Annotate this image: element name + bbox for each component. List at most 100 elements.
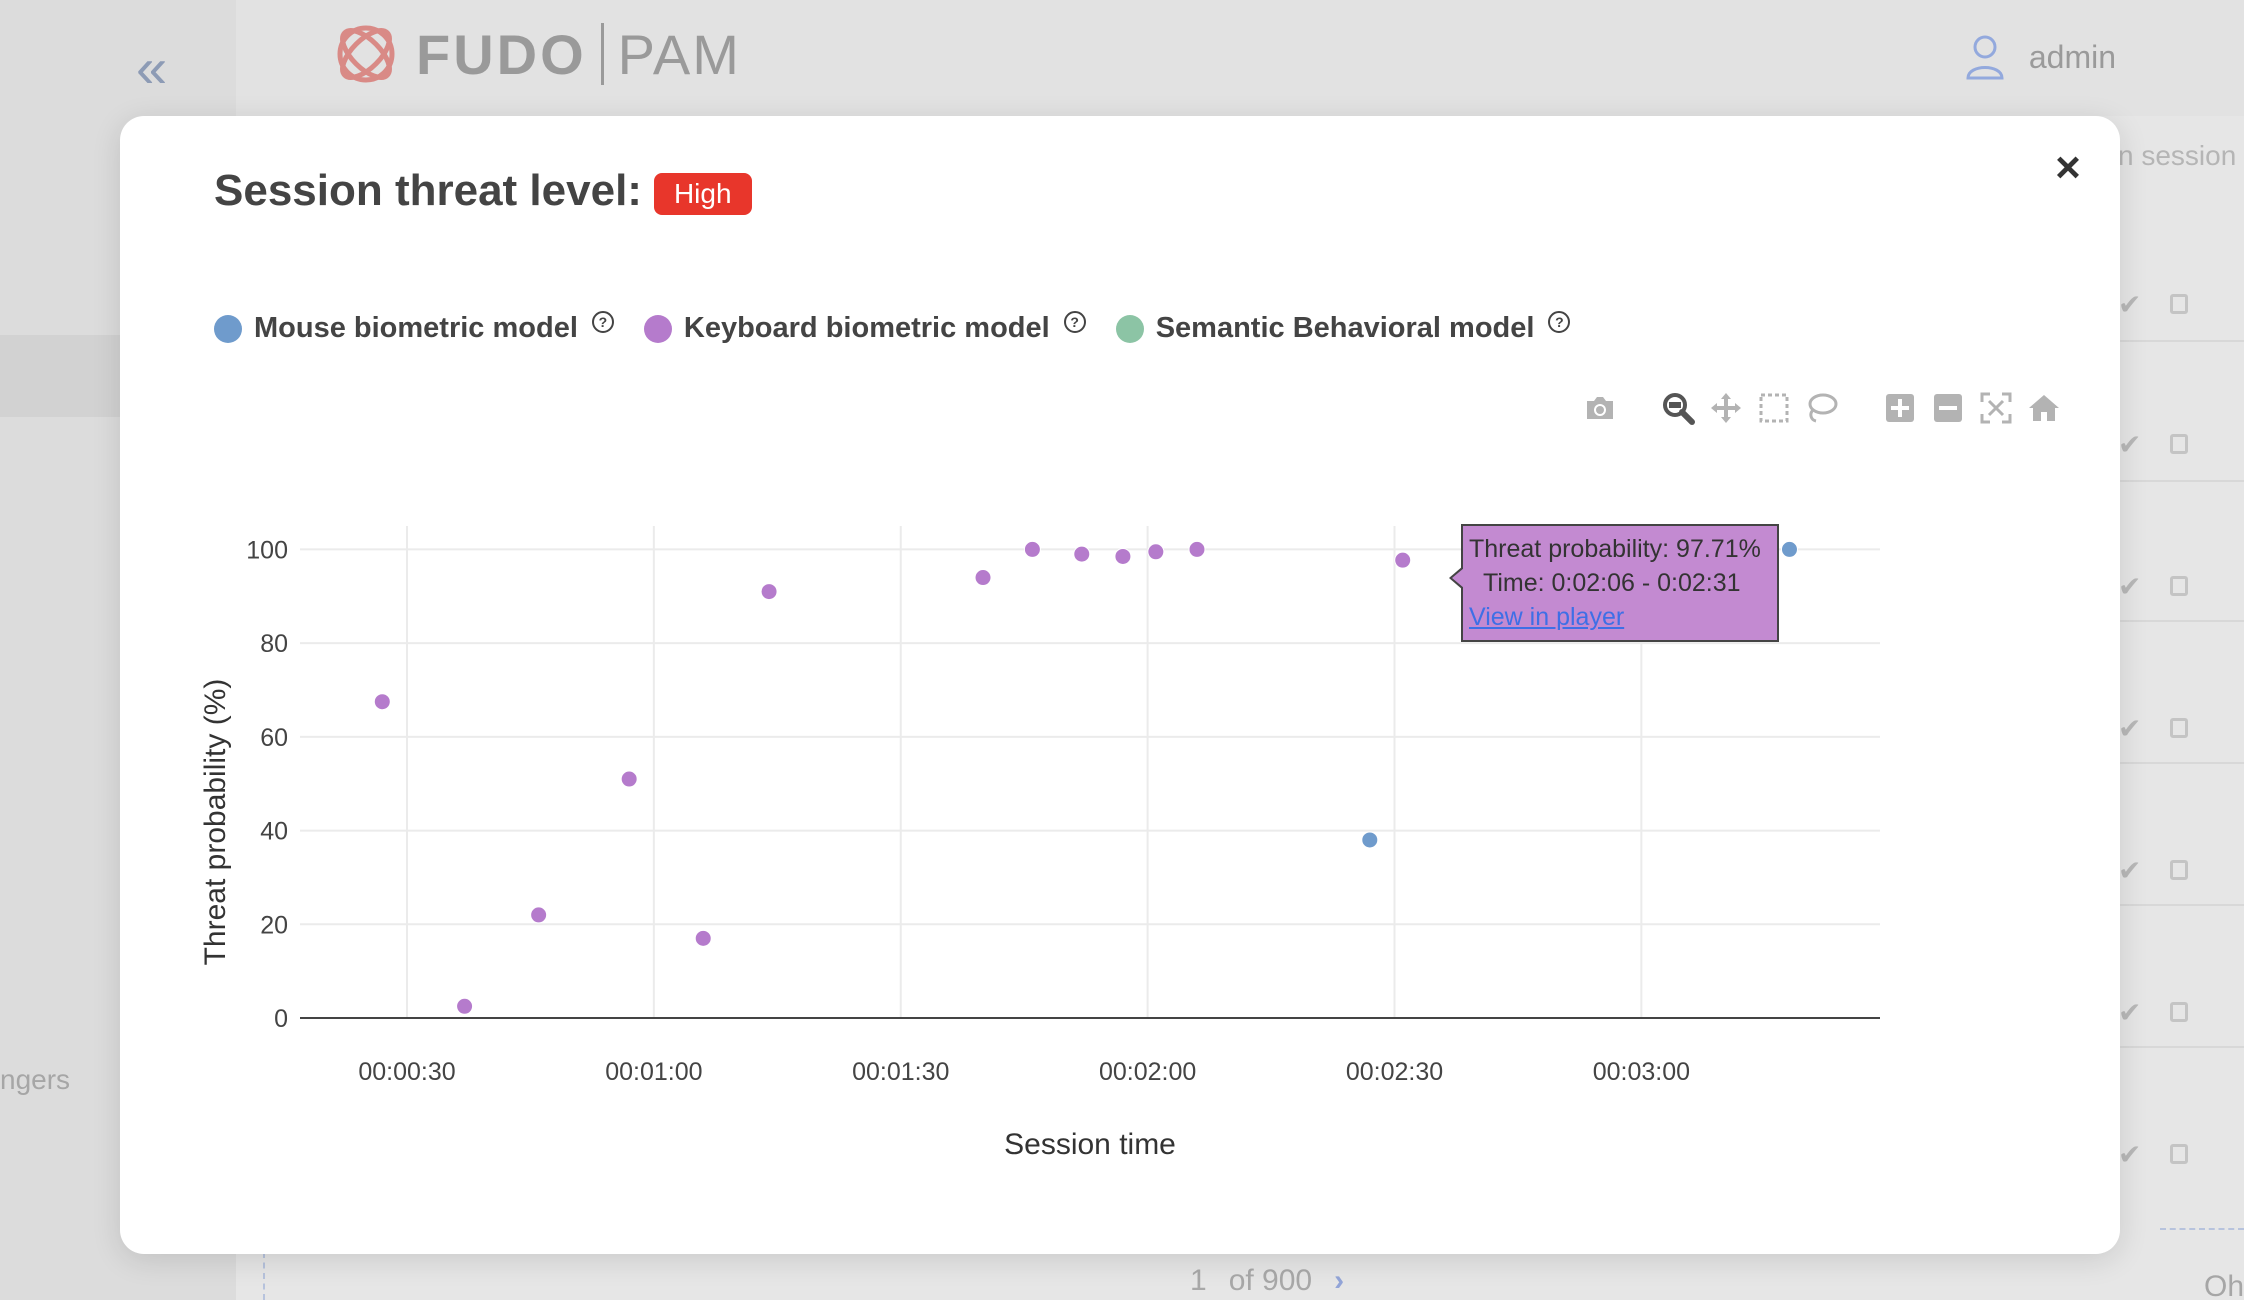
background-row-divider <box>2110 904 2244 906</box>
data-point[interactable] <box>694 929 712 947</box>
logo-text-pam: PAM <box>617 22 741 86</box>
legend-item-keyboard[interactable]: Keyboard biometric model ? <box>643 310 1086 345</box>
help-icon[interactable]: ? <box>1548 310 1571 333</box>
threat-level-modal: 0 20 40 60 80 100 00:00:30 00:01:00 00:01:30 00:0… <box>120 116 2120 1254</box>
tooltip-arrow <box>1452 568 1464 588</box>
help-icon[interactable]: ? <box>591 310 614 333</box>
autoscale-icon[interactable] <box>1972 386 2020 430</box>
lock-icon <box>2170 576 2188 596</box>
lock-icon <box>2170 294 2188 314</box>
data-point[interactable] <box>456 997 474 1015</box>
background-tab[interactable]: n session <box>2118 140 2237 171</box>
legend-label: Keyboard biometric model <box>683 312 1050 344</box>
lock-icon <box>2170 718 2188 738</box>
legend-marker <box>1115 314 1144 343</box>
lock-icon <box>2170 860 2188 880</box>
y-tick-label: 40 <box>260 818 288 846</box>
data-point[interactable] <box>1073 545 1091 563</box>
user-name: admin <box>2028 38 2116 75</box>
legend-item-mouse[interactable]: Mouse biometric model ? <box>214 310 614 345</box>
pager-current[interactable]: 1 <box>1190 1264 1207 1297</box>
check-icon: ✔ <box>2118 289 2142 320</box>
legend-label: Mouse biometric model <box>254 312 578 344</box>
data-point[interactable] <box>1394 551 1412 569</box>
view-in-player-link[interactable]: View in player <box>1469 603 1625 631</box>
data-point[interactable] <box>1780 540 1798 558</box>
background-row-divider <box>2110 620 2244 622</box>
chart-toolbar <box>1576 386 2068 430</box>
next-page-icon[interactable]: › <box>1334 1264 1345 1297</box>
background-label: ngers <box>0 1064 71 1095</box>
data-point[interactable] <box>1147 543 1165 561</box>
zoom-icon[interactable] <box>1654 386 1702 430</box>
check-icon: ✔ <box>2118 1139 2142 1170</box>
x-tick-label: 00:01:00 <box>605 1058 702 1086</box>
y-axis-title: Threat probability (%) <box>199 679 232 966</box>
box-select-icon[interactable] <box>1750 386 1798 430</box>
background-row-divider <box>2110 340 2244 342</box>
fudo-logo-icon <box>337 25 395 83</box>
tooltip-time: Time: 0:02:06 - 0:02:31 <box>1483 569 1741 597</box>
lock-icon <box>2170 434 2188 454</box>
y-tick-label: 80 <box>260 630 288 658</box>
y-tick-label: 60 <box>260 724 288 752</box>
logo-separator <box>600 23 604 85</box>
x-tick-label: 00:03:00 <box>1593 1058 1690 1086</box>
background-corner-label: Oh <box>2204 1270 2244 1300</box>
data-point[interactable] <box>620 770 638 788</box>
modal-title: Session threat level: High <box>214 166 752 216</box>
x-tick-label: 00:01:30 <box>852 1058 949 1086</box>
tooltip-probability: Threat probability: 97.71% <box>1469 535 1761 563</box>
check-icon: ✔ <box>2118 713 2142 744</box>
y-tick-label: 100 <box>246 536 288 564</box>
data-point[interactable] <box>1114 547 1132 565</box>
background-row-divider <box>2110 480 2244 482</box>
check-icon: ✔ <box>2118 855 2142 886</box>
modal-title-text: Session threat level: <box>214 166 642 215</box>
lasso-select-icon[interactable] <box>1798 386 1846 430</box>
camera-icon[interactable] <box>1576 386 1624 430</box>
check-icon: ✔ <box>2118 429 2142 460</box>
chart-legend: Mouse biometric model ? Keyboard biometr… <box>214 310 1600 345</box>
background-row-divider <box>2110 762 2244 764</box>
help-icon[interactable]: ? <box>1063 310 1086 333</box>
y-tick-label: 20 <box>260 911 288 939</box>
x-tick-label: 00:02:00 <box>1099 1058 1196 1086</box>
y-tick-label: 0 <box>274 1005 288 1033</box>
pager-total: of 900 <box>1228 1264 1313 1297</box>
legend-marker <box>643 314 672 343</box>
lock-icon <box>2170 1002 2188 1022</box>
user-icon <box>1966 35 2004 80</box>
logo-text-fudo: FUDO <box>416 22 587 86</box>
x-tick-label: 00:02:30 <box>1346 1058 1443 1086</box>
user-menu[interactable]: admin <box>1965 34 2116 80</box>
data-point[interactable] <box>974 569 992 587</box>
lock-icon <box>2170 1144 2188 1164</box>
data-point[interactable] <box>373 693 391 711</box>
background-row-divider <box>2110 1046 2244 1048</box>
legend-label: Semantic Behavioral model <box>1155 312 1535 344</box>
collapse-sidebar-icon[interactable]: « <box>136 36 168 99</box>
threat-level-badge: High <box>653 173 752 215</box>
reset-axes-icon[interactable] <box>2020 386 2068 430</box>
app-header <box>236 0 2244 116</box>
legend-marker <box>214 314 242 343</box>
app-logo: FUDO PAM <box>330 18 741 90</box>
legend-item-semantic[interactable]: Semantic Behavioral model ? <box>1115 310 1571 345</box>
zoom-in-icon[interactable] <box>1876 386 1924 430</box>
threat-chart[interactable]: 0 20 40 60 80 100 00:00:30 00:01:00 00:01:30 00:0… <box>120 116 2120 1254</box>
data-point[interactable] <box>1188 540 1206 558</box>
background-divider <box>2160 1228 2244 1230</box>
zoom-out-icon[interactable] <box>1924 386 1972 430</box>
data-point[interactable] <box>1023 540 1041 558</box>
check-icon: ✔ <box>2118 997 2142 1028</box>
x-axis-title: Session time <box>1004 1128 1176 1161</box>
data-point[interactable] <box>1361 831 1379 849</box>
check-icon: ✔ <box>2118 571 2142 602</box>
data-point[interactable] <box>760 583 778 601</box>
data-point[interactable] <box>530 906 548 924</box>
hover-tooltip: Threat probability: 97.71% Time: 0:02:06… <box>1449 524 1779 642</box>
pan-icon[interactable] <box>1702 386 1750 430</box>
close-icon[interactable]: × <box>2055 143 2081 192</box>
x-tick-label: 00:00:30 <box>358 1058 455 1086</box>
